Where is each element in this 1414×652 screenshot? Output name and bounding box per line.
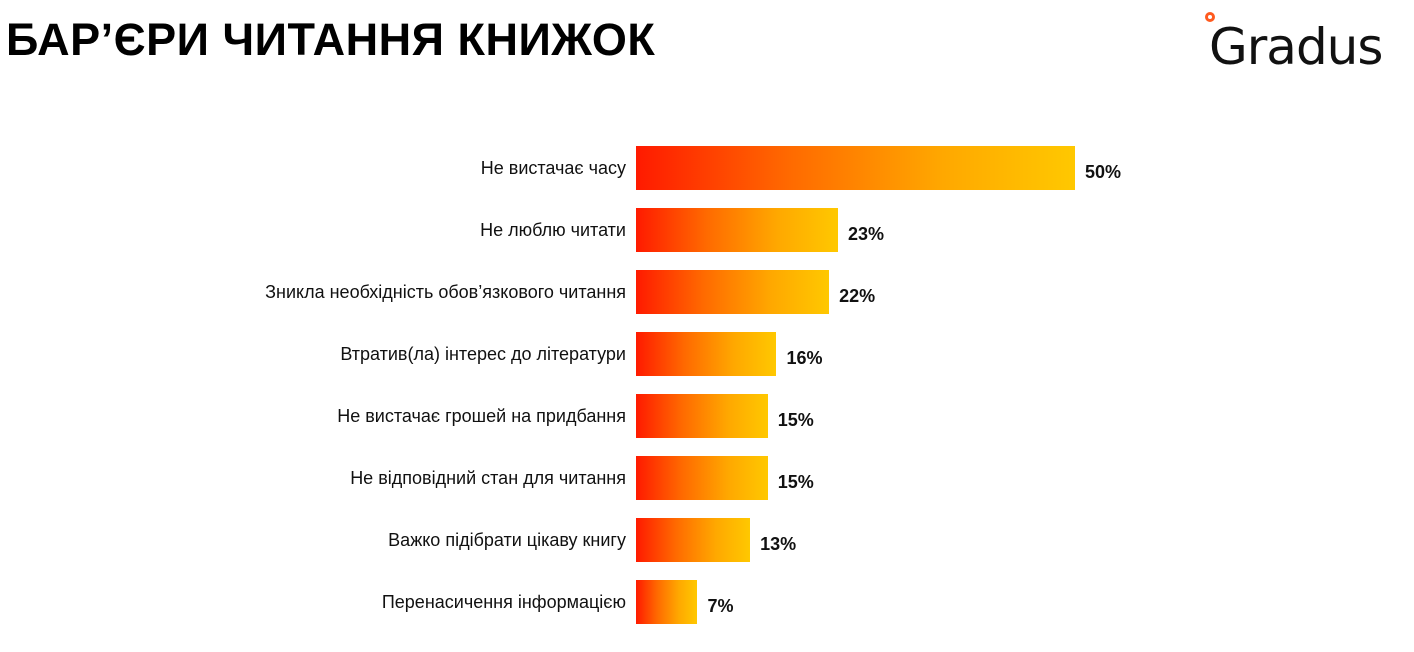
bar [636,270,830,314]
value-label: 16% [786,348,823,368]
value-label: 50% [1085,162,1122,182]
value-label: 23% [847,224,884,244]
value-label: 22% [839,286,876,306]
bar [636,394,768,438]
value-label: 15% [777,472,814,492]
bar [636,332,777,376]
gradus-logo: Gradus [1205,12,1405,76]
category-label: Втратив(ла) інтерес до літератури [340,344,626,364]
bar [636,146,1075,190]
bar-row: Не люблю читати 23% [0,208,1414,252]
logo-dot-icon [1205,12,1215,22]
bar-row: Перенасичення інформацією 7% [0,580,1414,624]
bar-row: Не вистачає часу 50% [0,146,1414,190]
bar [636,208,838,252]
value-label: 15% [777,410,814,430]
category-label: Не люблю читати [480,220,626,240]
logo-text: Gradus [1209,18,1383,76]
bar-row: Зникла необхідність обов’язкового читанн… [0,270,1414,314]
page-title: БАР’ЄРИ ЧИТАННЯ КНИЖОК [6,14,656,65]
bar [636,456,768,500]
bar-row: Втратив(ла) інтерес до літератури 16% [0,332,1414,376]
category-label: Не відповідний стан для читання [350,468,626,488]
category-label: Важко підібрати цікаву книгу [388,530,626,550]
bar-row: Не вистачає грошей на придбання 15% [0,394,1414,438]
category-label: Перенасичення інформацією [381,592,626,612]
bar-row: Не відповідний стан для читання 15% [0,456,1414,500]
category-label: Не вистачає грошей на придбання [337,406,626,426]
category-label: Не вистачає часу [480,158,626,178]
value-label: 7% [707,596,734,616]
bar-row: Важко підібрати цікаву книгу 13% [0,518,1414,562]
bar [636,580,698,624]
bar [636,518,751,562]
category-label: Зникла необхідність обов’язкового читанн… [265,282,626,302]
value-label: 13% [760,534,797,554]
